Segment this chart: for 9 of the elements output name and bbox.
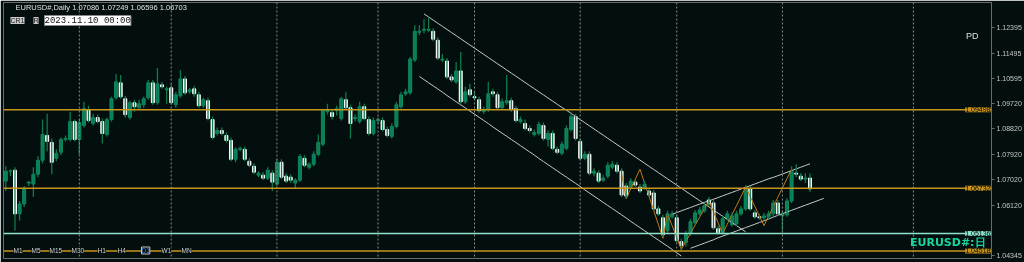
candlestick (573, 112, 578, 142)
candlestick (587, 150, 592, 176)
candlestick (357, 101, 362, 125)
annotation: 2023.11.10 00:00 (44, 15, 131, 26)
annotation: EURUSD#:日 (909, 236, 986, 249)
candlestick (155, 67, 160, 106)
line-series (621, 168, 793, 250)
line-series (418, 75, 682, 257)
annotation: PD (966, 30, 979, 41)
